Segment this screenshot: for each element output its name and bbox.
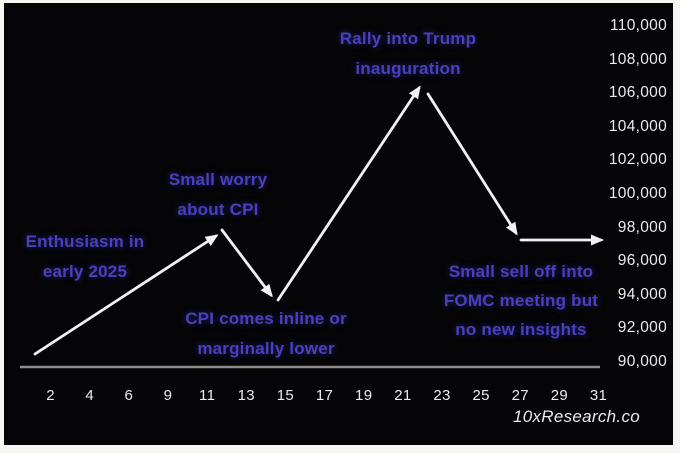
y-axis-labels: 110,000 108,000 106,000 104,000 102,000 100,0… [597, 15, 667, 373]
y-axis-tick: 102,000 [608, 151, 667, 169]
x-axis-tick: 2 [46, 387, 55, 404]
x-axis-tick: 6 [124, 387, 134, 404]
x-axis-tick: 27 [511, 387, 529, 404]
x-axis-tick: 17 [315, 387, 334, 404]
x-axis-labels: 2 4 6 9 11 13 15 17 19 21 23 25 27 29 31 [31, 386, 618, 406]
y-axis-tick: 106,000 [608, 84, 667, 102]
y-axis-tick: 94,000 [617, 285, 667, 303]
y-axis-tick: 98,000 [617, 218, 667, 236]
annotation-cpi-worry: Small worry about CPI [168, 170, 268, 219]
annotation-enthusiasm: Enthusiasm in early 2025 [25, 232, 145, 281]
x-axis-tick: 25 [472, 387, 490, 404]
x-axis-tick: 31 [589, 387, 608, 404]
y-axis-tick: 104,000 [608, 117, 667, 135]
x-axis-tick: 11 [199, 387, 216, 404]
x-axis-tick: 15 [276, 387, 295, 404]
price-forecast-chart: Enthusiasm in early 2025 Small worry abo… [4, 3, 673, 445]
annotation-fomc-selloff: Small sell off into FOMC meeting but no … [443, 262, 599, 339]
y-axis-tick: 92,000 [617, 319, 667, 337]
price-path-svg [20, 85, 604, 369]
x-axis-tick: 19 [355, 387, 373, 404]
x-axis-tick: 21 [394, 387, 412, 404]
x-axis-tick: 4 [85, 387, 95, 404]
annotation-cpi-inline: CPI comes inline or marginally lower [185, 309, 347, 358]
x-axis-tick: 23 [433, 387, 451, 404]
x-axis-tick: 13 [237, 387, 255, 404]
x-axis-tick: 9 [163, 387, 173, 404]
y-axis-tick: 90,000 [617, 352, 667, 370]
x-axis-tick: 29 [550, 387, 569, 404]
y-axis-tick: 96,000 [617, 252, 667, 270]
y-axis-tick: 108,000 [608, 50, 667, 68]
y-axis-tick: 100,000 [608, 184, 667, 202]
y-axis-tick: 110,000 [610, 17, 667, 34]
watermark-10xresearch: 10xResearch.co [512, 407, 640, 426]
annotation-rally-inauguration: Rally into Trump inauguration [339, 29, 477, 78]
